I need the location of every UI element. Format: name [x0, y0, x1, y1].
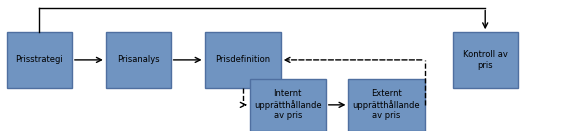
FancyBboxPatch shape: [453, 32, 518, 88]
Text: Prisstrategi: Prisstrategi: [16, 55, 64, 64]
FancyBboxPatch shape: [106, 32, 171, 88]
Text: Kontroll av
pris: Kontroll av pris: [463, 50, 507, 70]
FancyBboxPatch shape: [7, 32, 72, 88]
FancyBboxPatch shape: [205, 32, 281, 88]
Text: Prisdefinition: Prisdefinition: [215, 55, 270, 64]
Text: Externt
upprätthållande
av pris: Externt upprätthållande av pris: [353, 89, 420, 120]
Text: Prisanalys: Prisanalys: [117, 55, 159, 64]
FancyBboxPatch shape: [348, 79, 425, 131]
Text: Internt
upprätthållande
av pris: Internt upprätthållande av pris: [254, 89, 321, 120]
FancyBboxPatch shape: [249, 79, 326, 131]
